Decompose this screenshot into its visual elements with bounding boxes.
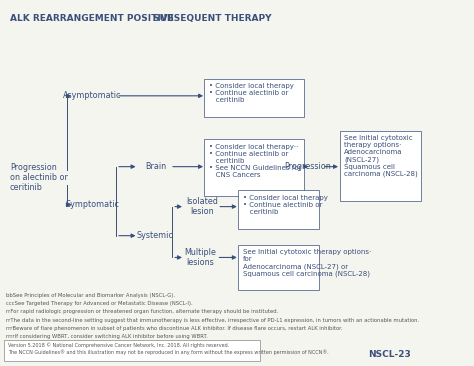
Text: Progression
on alectinib or
ceritinib: Progression on alectinib or ceritinib	[10, 163, 68, 193]
Text: • Consider local therapy
• Continue alectinib or
   ceritinib: • Consider local therapy • Continue alec…	[243, 195, 328, 214]
FancyBboxPatch shape	[204, 139, 304, 196]
Text: Asymptomatic: Asymptomatic	[63, 92, 121, 100]
Text: ALK REARRANGEMENT POSITIVE: ALK REARRANGEMENT POSITIVE	[10, 14, 173, 23]
Text: rrFor rapid radiologic progression or threatened organ function, alternate thera: rrFor rapid radiologic progression or th…	[6, 309, 278, 314]
Text: See Initial cytotoxic therapy options·
for
Adenocarcinoma (NSCL-27) or
Squamous : See Initial cytotoxic therapy options· f…	[243, 250, 371, 277]
Text: rrThe data in the second-line setting suggest that immunotherapy is less effecti: rrThe data in the second-line setting su…	[6, 318, 419, 323]
Text: Brain: Brain	[145, 162, 166, 171]
FancyBboxPatch shape	[4, 340, 260, 361]
Text: Symptomatic: Symptomatic	[65, 200, 119, 209]
Text: NSCL-23: NSCL-23	[368, 350, 410, 359]
Text: • Consider local therapy
• Continue alectinib or
   ceritinib: • Consider local therapy • Continue alec…	[209, 83, 294, 103]
Text: SUBSEQUENT THERAPY: SUBSEQUENT THERAPY	[153, 14, 272, 23]
Text: • Consider local therapy··
• Continue alectinib or
   ceritinib
• See NCCN Guide: • Consider local therapy·· • Continue al…	[209, 144, 301, 178]
FancyBboxPatch shape	[204, 79, 304, 117]
Text: cccSee Targeted Therapy for Advanced or Metastatic Disease (NSCL-I).: cccSee Targeted Therapy for Advanced or …	[6, 301, 192, 306]
Text: Systemic: Systemic	[137, 231, 174, 240]
FancyBboxPatch shape	[340, 131, 420, 201]
FancyBboxPatch shape	[238, 245, 319, 290]
Text: rrrrIf considering WBRT, consider switching ALK inhibitor before using WBRT.: rrrrIf considering WBRT, consider switch…	[6, 335, 207, 339]
FancyBboxPatch shape	[238, 190, 319, 229]
Text: bbSee Principles of Molecular and Biomarker Analysis (NSCL-G).: bbSee Principles of Molecular and Biomar…	[6, 293, 174, 298]
Text: Version 5.2018 © National Comprehensive Cancer Network, Inc. 2018, All rights re: Version 5.2018 © National Comprehensive …	[8, 343, 329, 355]
Text: See Initial cytotoxic
therapy options·
Adenocarcinoma
(NSCL-27)
Squamous cell
ca: See Initial cytotoxic therapy options· A…	[344, 135, 418, 177]
Text: Isolated
lesion: Isolated lesion	[186, 197, 218, 216]
Text: rrrBeware of flare phenomenon in subset of patients who discontinue ALK inhibito: rrrBeware of flare phenomenon in subset …	[6, 326, 342, 331]
Text: Multiple
lesions: Multiple lesions	[184, 248, 217, 267]
Text: Progression: Progression	[284, 162, 330, 171]
